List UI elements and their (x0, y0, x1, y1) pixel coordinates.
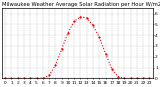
Text: Milwaukee Weather Average Solar Radiation per Hour W/m2 (Last 24 Hours): Milwaukee Weather Average Solar Radiatio… (2, 2, 160, 7)
